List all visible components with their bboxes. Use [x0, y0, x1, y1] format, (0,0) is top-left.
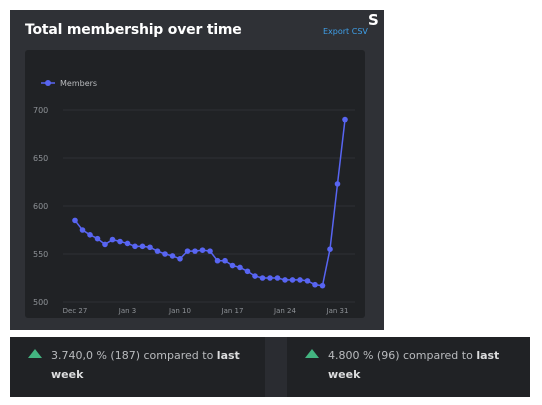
- data-point: [259, 275, 266, 281]
- data-point: [274, 275, 281, 281]
- data-point: [147, 244, 153, 251]
- chart-container: 700 650 600 550 500 Dec 27 Jan 3 Jan 10 Jan 17 Ja…: [25, 50, 365, 318]
- y-tick-label: 500: [33, 298, 48, 307]
- data-point: [169, 253, 176, 259]
- stat-card-secondary: 4.800 % (96) compared to last week: [287, 337, 530, 397]
- data-point: [72, 217, 78, 224]
- stat-card-members: 3.740,0 % (187) compared to last week: [10, 337, 265, 397]
- membership-line-chart: 700 650 600 550 500 Dec 27 Jan 3 Jan 10 Jan 17 Ja…: [33, 79, 355, 315]
- data-point: [252, 273, 258, 279]
- data-point: [297, 277, 303, 283]
- data-point: [289, 277, 296, 283]
- data-point: [117, 238, 123, 245]
- stat-text: 4.800 % (96) compared to last week: [328, 346, 528, 384]
- y-tick-label: 600: [33, 202, 48, 211]
- chart-title: Total membership over time: [25, 22, 242, 38]
- data-point: [304, 278, 311, 284]
- data-point: [342, 116, 348, 123]
- data-point: [267, 275, 273, 281]
- data-point: [87, 232, 93, 238]
- data-point: [334, 181, 341, 187]
- next-section-title-initial: S: [368, 11, 379, 29]
- data-point: [192, 248, 198, 254]
- stat-change: 3.740,0 % (187) compared to: [51, 349, 214, 362]
- x-tick-label: Jan 10: [168, 307, 191, 315]
- y-tick-label: 700: [33, 106, 48, 115]
- x-tick-label: Jan 31: [326, 307, 349, 315]
- y-tick-label: 550: [33, 250, 48, 259]
- x-tick-label: Jan 24: [273, 307, 296, 315]
- data-point: [79, 227, 86, 233]
- data-point: [244, 268, 251, 275]
- x-tick-label: Dec 27: [63, 307, 88, 315]
- data-point: [94, 235, 101, 242]
- data-point: [177, 256, 183, 262]
- data-point: [139, 243, 146, 250]
- data-point: [319, 282, 326, 289]
- series-line-members: [74, 119, 346, 287]
- data-point: [102, 241, 108, 248]
- data-point: [162, 251, 168, 257]
- data-point: [214, 257, 221, 264]
- legend-label: Members: [60, 79, 97, 88]
- x-tick-label: Jan 17: [221, 307, 244, 315]
- data-point: [229, 262, 236, 269]
- data-point: [312, 281, 318, 288]
- membership-panel: Total membership over time Export CSV 70…: [10, 10, 384, 330]
- data-point: [237, 264, 243, 271]
- y-tick-label: 650: [33, 154, 48, 163]
- data-point: [282, 277, 288, 283]
- up-arrow-icon: [305, 349, 319, 358]
- stat-period: last week: [328, 349, 500, 381]
- legend-marker: [45, 80, 51, 86]
- stat-divider: [265, 337, 287, 397]
- export-csv-link[interactable]: Export CSV: [323, 27, 368, 36]
- data-point: [124, 240, 131, 247]
- data-point: [109, 236, 116, 243]
- data-point: [199, 247, 206, 253]
- stat-text: 3.740,0 % (187) compared to last week: [51, 346, 251, 384]
- up-arrow-icon: [28, 349, 42, 358]
- data-point: [184, 248, 191, 254]
- stat-period: last week: [51, 349, 240, 381]
- x-tick-label: Jan 3: [118, 307, 136, 315]
- stat-change: 4.800 % (96) compared to: [328, 349, 473, 362]
- data-point: [132, 243, 138, 250]
- data-point: [327, 246, 333, 252]
- data-point: [154, 248, 161, 254]
- data-point: [222, 257, 228, 264]
- data-point: [207, 248, 213, 254]
